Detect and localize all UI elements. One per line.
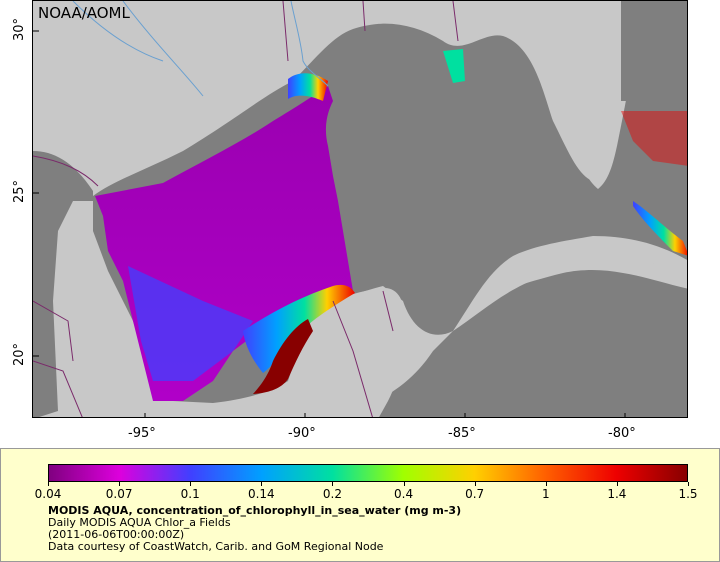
yucatan: [264, 287, 405, 417]
lon-label-80: -80°: [608, 426, 636, 441]
colorbar-tick-mark: [616, 482, 618, 486]
watermark-label: NOAA/AOML: [38, 4, 130, 22]
colorbar-tick-mark: [190, 482, 192, 486]
us-state-borders: [282, 1, 459, 62]
colorbar-tick-label: 0.04: [34, 487, 62, 501]
lon-label-95: -95°: [128, 426, 156, 441]
lat-label-30: 30°: [12, 17, 28, 42]
colorbar: [48, 464, 688, 482]
frame-ticks: [33, 30, 626, 417]
chlorophyll-yucatan-coast: [253, 319, 313, 394]
ocean-area: [33, 151, 93, 417]
colorbar-tick-mark: [545, 482, 547, 486]
legend-subtitle: Daily MODIS AQUA Chlor_a Fields: [48, 516, 231, 529]
legend-date: (2011-06-06T00:00:00Z): [48, 528, 185, 541]
colorbar-tick-mark: [48, 482, 49, 486]
colorbar-tick-label: 0.4: [394, 487, 414, 501]
florida: [553, 1, 633, 189]
colorbar-tick-label: 1: [541, 487, 550, 501]
colorbar-tick-mark: [403, 482, 405, 486]
chlorophyll-mississippi: [288, 73, 328, 101]
colorbar-tick-label: 1.5: [678, 487, 698, 501]
gulf-of-mexico-map: [33, 1, 687, 417]
chlorophyll-bahamas: [621, 111, 687, 166]
colorbar-tick-label: 0.1: [180, 487, 200, 501]
lon-label-85: -85°: [448, 426, 476, 441]
cuba: [492, 248, 687, 291]
mexico-state-borders: [33, 290, 394, 417]
colorbar-tick-mark: [688, 482, 689, 486]
colorbar-tick-mark: [119, 482, 121, 486]
colorbar-tick-label: 1.4: [607, 487, 627, 501]
colorbar-tick-mark: [332, 482, 334, 486]
map-frame: [32, 0, 688, 418]
us-mexico-border: [33, 155, 99, 187]
colorbar-tick-label: 0.14: [247, 487, 275, 501]
colorbar-tick-label: 0.7: [465, 487, 485, 501]
chlorophyll-swath-blue: [128, 266, 253, 381]
chlorophyll-keys: [633, 201, 687, 256]
atlantic-ocean: [621, 1, 687, 101]
lat-label-25: 25°: [12, 179, 28, 204]
colorbar-tick-label: 0.2: [322, 487, 342, 501]
legend-title: MODIS AQUA, concentration_of_chlorophyll…: [48, 504, 462, 517]
legend-credit: Data courtesy of CoastWatch, Carib. and …: [48, 540, 384, 553]
mississippi-river: [290, 1, 329, 87]
chlorophyll-florida-west: [443, 49, 465, 83]
lon-label-90: -90°: [288, 426, 316, 441]
colorbar-tick-label: 0.07: [105, 487, 133, 501]
caribbean-ocean: [373, 262, 687, 417]
lat-label-20: 20°: [12, 342, 28, 367]
colorbar-tick-mark: [261, 482, 263, 486]
texas-rivers: [72, 1, 204, 97]
colorbar-tick-mark: [474, 482, 476, 486]
